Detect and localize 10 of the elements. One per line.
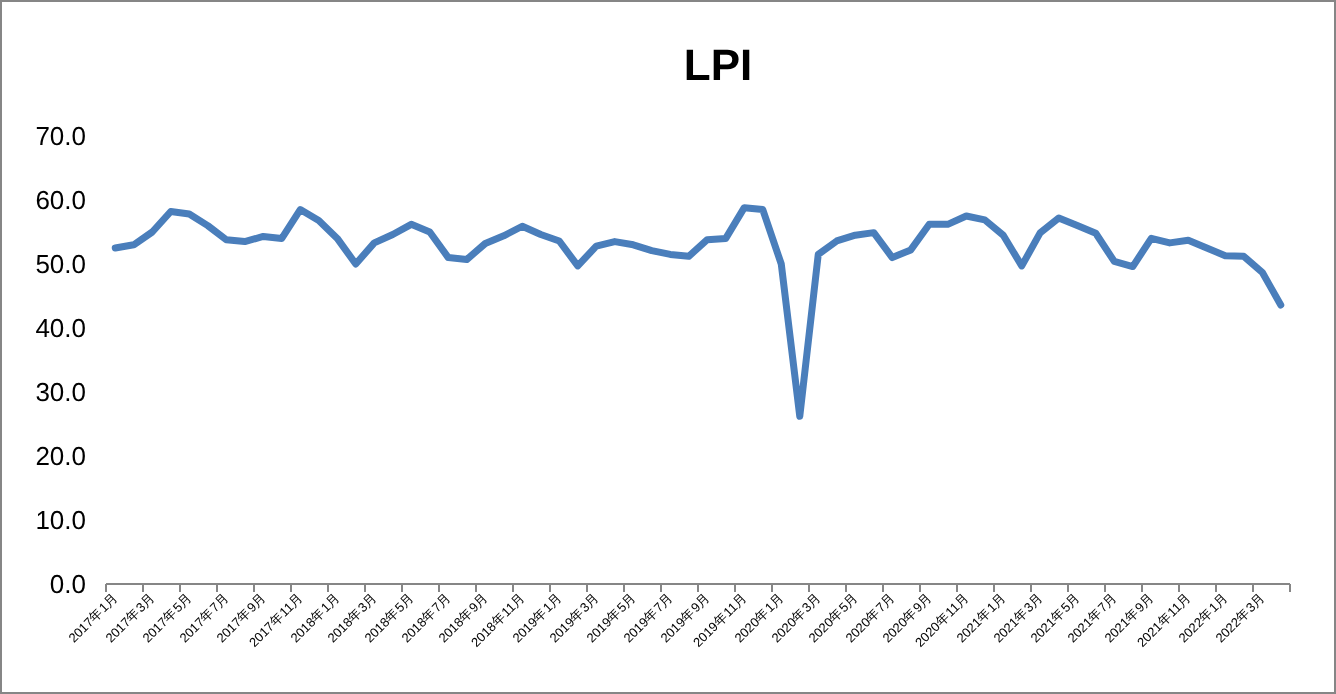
y-tick-label: 60.0	[35, 185, 86, 215]
y-tick-label: 40.0	[35, 313, 86, 343]
y-tick-label: 0.0	[49, 569, 86, 599]
y-tick-label: 30.0	[35, 377, 86, 407]
y-tick-label: 50.0	[35, 249, 86, 279]
line-series	[111, 204, 1285, 420]
chart-title: LPI	[683, 40, 753, 90]
y-tick-label: 70.0	[35, 121, 86, 151]
y-tick-label: 20.0	[35, 441, 86, 471]
y-tick-label: 10.0	[35, 505, 86, 535]
